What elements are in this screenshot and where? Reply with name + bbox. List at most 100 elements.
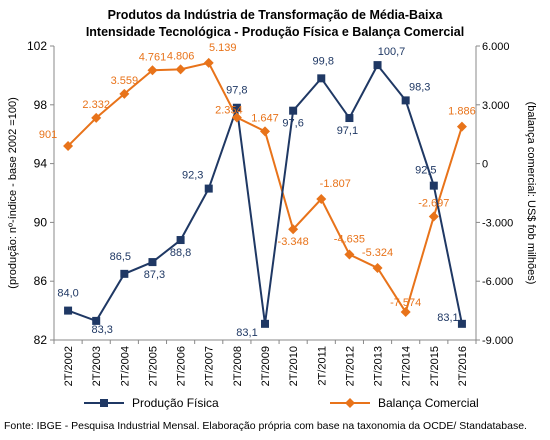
balanca-point — [147, 65, 158, 76]
balanca-data-label: -1.807 — [320, 178, 351, 190]
balanca-point — [428, 211, 439, 222]
right-tick-label: -9.000 — [482, 335, 513, 347]
balanca-data-label: 5.139 — [209, 42, 237, 54]
producao-data-label: 99,8 — [313, 55, 334, 67]
producao-data-label: 84,0 — [57, 288, 78, 300]
producao-point — [289, 106, 298, 115]
balanca-data-label: 1.886 — [448, 106, 476, 118]
producao-point — [204, 184, 213, 193]
legend-label-producao: Produção Física — [132, 396, 219, 410]
x-tick-label: 2T/2002 — [63, 346, 75, 386]
producao-point — [176, 236, 185, 245]
producao-point — [232, 103, 241, 112]
balanca-point — [119, 88, 130, 99]
chart-title: Produtos da Indústria de Transformação d… — [107, 8, 443, 22]
producao-point — [317, 74, 326, 83]
producao-point — [148, 258, 157, 267]
x-tick-label: 2T/2014 — [401, 346, 413, 386]
left-tick-label: 90 — [34, 215, 48, 229]
producao-data-label: 92,5 — [415, 165, 436, 177]
legend-item-balanca: Balança Comercial — [328, 396, 479, 410]
x-tick-label: 2T/2009 — [260, 346, 272, 386]
balanca-point — [316, 194, 327, 205]
producao-data-label: 83,1 — [236, 327, 257, 339]
balanca-point — [260, 126, 270, 137]
balanca-data-label: 3.559 — [111, 75, 139, 87]
producao-data-label: 92,3 — [182, 170, 203, 182]
balanca-point — [91, 112, 102, 123]
left-tick-label: 82 — [34, 333, 48, 347]
legend-label-balanca: Balança Comercial — [378, 396, 479, 410]
left-tick-label: 98 — [34, 98, 48, 112]
x-tick-label: 2T/2015 — [429, 346, 441, 386]
producao-point — [401, 96, 410, 105]
balanca-data-label: -3.348 — [278, 236, 309, 248]
x-tick-label: 2T/2006 — [176, 346, 188, 386]
source-note: Fonte: IBGE - Pesquisa Industrial Mensal… — [4, 420, 527, 432]
balanca-data-label: 2.354 — [215, 104, 243, 116]
producao-data-label: 86,5 — [110, 251, 131, 263]
producao-point — [373, 61, 382, 70]
balanca-point — [400, 307, 411, 318]
balanca-data-label: 1.647 — [251, 112, 279, 124]
y-axis-right-title: (balança comercial: US$ fob milhões) — [525, 102, 537, 285]
balanca-data-label: 901 — [39, 129, 57, 141]
producao-point — [64, 306, 73, 315]
producao-data-label: 97,6 — [282, 118, 303, 130]
producao-point — [457, 319, 466, 328]
balanca-data-label: -2.697 — [418, 197, 449, 209]
x-tick-label: 2T/2010 — [288, 346, 300, 386]
x-tick-label: 2T/2016 — [457, 346, 469, 386]
legend-item-producao: Produção Física — [82, 396, 219, 410]
producao-data-label: 88,8 — [170, 247, 191, 259]
x-tick-label: 2T/2013 — [373, 346, 385, 386]
producao-data-label: 83,3 — [91, 324, 112, 336]
balanca-data-label: -4.635 — [334, 233, 365, 245]
chart-subtitle: Intensidade Tecnológica - Produção Físic… — [85, 25, 465, 39]
producao-data-label: 97,8 — [226, 85, 247, 97]
balanca-data-label: 2.332 — [82, 99, 110, 111]
producao-data-label: 98,3 — [409, 81, 430, 93]
producao-data-label: 83,1 — [437, 312, 458, 324]
balanca-point — [231, 112, 242, 123]
right-tick-label: -6.000 — [482, 276, 513, 288]
balanca-data-label: 4.806 — [167, 50, 195, 62]
legend-marker-producao — [84, 399, 124, 407]
balanca-point — [175, 64, 186, 75]
left-tick-label: 102 — [27, 39, 47, 53]
producao-data-label: 100,7 — [378, 46, 406, 58]
balanca-point — [344, 249, 355, 260]
producao-point — [92, 316, 101, 325]
balanca-data-label: 4.761 — [139, 51, 167, 63]
producao-data-label: 87,3 — [144, 269, 165, 281]
balanca-point — [203, 57, 214, 68]
balanca-point — [288, 224, 299, 235]
x-tick-label: 2T/2005 — [147, 346, 159, 386]
producao-point — [429, 181, 438, 190]
x-tick-label: 2T/2012 — [344, 346, 356, 386]
x-tick-label: 2T/2008 — [232, 346, 244, 386]
producao-point — [261, 319, 269, 328]
x-tick-label: 2T/2004 — [119, 346, 131, 386]
x-tick-label: 2T/2003 — [91, 346, 103, 386]
balanca-point — [456, 121, 467, 132]
left-tick-label: 94 — [34, 157, 48, 171]
x-tick-label: 2T/2011 — [316, 346, 328, 386]
left-tick-label: 86 — [34, 274, 48, 288]
balanca-data-label: -5.324 — [362, 247, 393, 259]
producao-point — [120, 269, 129, 278]
balanca-data-label: -7.574 — [390, 297, 421, 309]
right-tick-label: -3.000 — [482, 217, 513, 229]
x-tick-label: 2T/2007 — [204, 346, 216, 386]
y-axis-left-title: (produção: nº-índice - base 2002 =100) — [7, 97, 19, 288]
legend-marker-balanca — [330, 398, 370, 408]
right-tick-label: 3.000 — [482, 100, 510, 112]
producao-data-label: 97,1 — [337, 125, 358, 137]
balanca-point — [63, 140, 74, 151]
producao-point — [345, 114, 354, 123]
right-tick-label: 0 — [482, 159, 488, 171]
right-tick-label: 6.000 — [482, 41, 510, 53]
balanca-point — [372, 262, 383, 273]
